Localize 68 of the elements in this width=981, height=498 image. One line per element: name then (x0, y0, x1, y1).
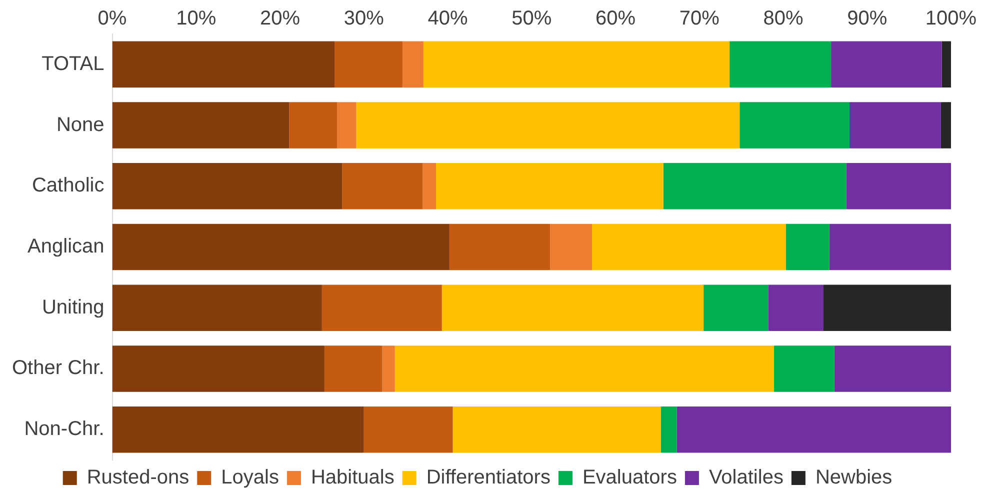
legend-label: Evaluators (582, 466, 677, 489)
bar (436, 163, 664, 210)
legend-label: Volatiles (708, 466, 784, 489)
bar (449, 224, 550, 270)
bar (831, 41, 942, 88)
bar (824, 284, 951, 331)
y-tick-label: Catholic (32, 174, 104, 197)
bar (112, 406, 364, 453)
bar (452, 406, 661, 453)
y-tick-label: Uniting (42, 296, 104, 318)
bar (112, 346, 324, 392)
bar (942, 41, 951, 88)
y-tick-label: None (56, 114, 104, 136)
x-tick-label: 100% (925, 8, 977, 30)
bar (356, 102, 740, 148)
x-tick-label: 70% (679, 8, 720, 30)
bar (663, 163, 846, 210)
legend-label: Differentiators (426, 466, 550, 489)
bar (834, 346, 951, 392)
bar (112, 163, 342, 210)
bar (768, 284, 824, 331)
x-tick-label: 50% (512, 8, 552, 30)
bar (334, 41, 402, 88)
x-tick-label: 90% (847, 8, 888, 30)
y-tick-label: Anglican (28, 236, 104, 258)
bar (382, 346, 395, 392)
bar (550, 224, 592, 270)
x-tick-label: 20% (260, 8, 300, 30)
bar (112, 41, 335, 88)
bar (402, 41, 424, 88)
bar (676, 406, 951, 453)
bar (660, 406, 677, 453)
legend-label: Rusted-ons (86, 466, 190, 489)
bar (342, 163, 423, 210)
bar (829, 224, 951, 270)
bar (112, 284, 322, 331)
x-tick-label: 0% (98, 8, 127, 30)
bar (442, 284, 704, 331)
bar (740, 102, 850, 148)
bar (112, 102, 290, 148)
bar (846, 163, 951, 210)
bar (730, 41, 832, 88)
legend-label: Newbies (815, 466, 892, 489)
bar (112, 224, 450, 270)
x-tick-label: 60% (595, 8, 636, 30)
x-tick-label: 10% (176, 8, 216, 30)
bar (704, 284, 768, 331)
bar (850, 102, 941, 148)
bar (786, 224, 830, 270)
x-tick-label: 40% (428, 8, 468, 30)
legend-label: Loyals (221, 466, 279, 489)
bar (324, 346, 382, 392)
bar (423, 41, 730, 88)
y-tick-label: Non-Chr. (24, 418, 104, 440)
bar (322, 284, 442, 331)
bar (940, 102, 951, 148)
bar (394, 346, 774, 392)
y-tick-label: TOTAL (42, 52, 104, 75)
bar (337, 102, 356, 148)
bar (592, 224, 786, 270)
legend-label: Habituals (310, 466, 394, 489)
bar (774, 346, 834, 392)
x-tick-label: 30% (344, 8, 384, 30)
bar (289, 102, 338, 148)
x-tick-label: 80% (763, 8, 804, 30)
bar (422, 163, 436, 210)
y-tick-label: Other Chr. (12, 357, 104, 380)
bar (364, 406, 453, 453)
